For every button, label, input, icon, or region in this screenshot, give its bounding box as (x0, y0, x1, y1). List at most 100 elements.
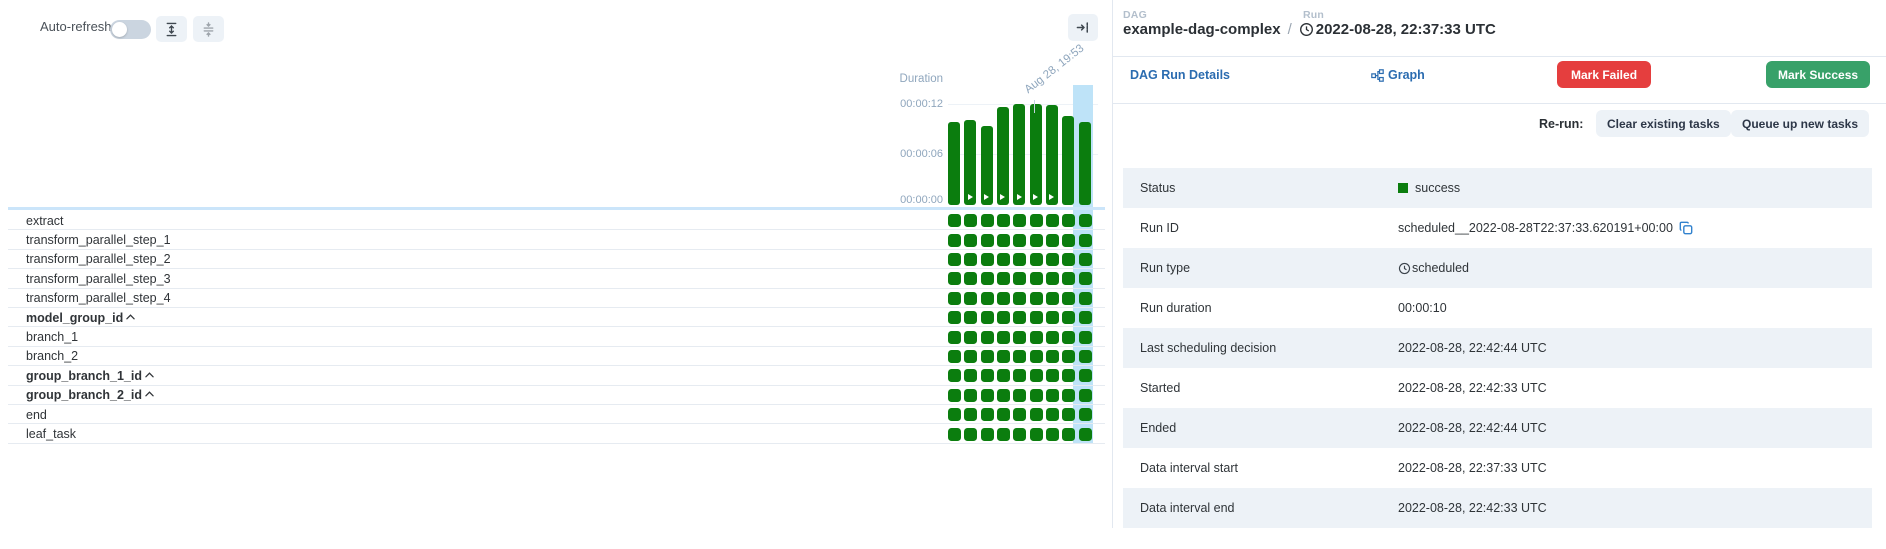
task-instance-cell[interactable] (1013, 388, 1027, 402)
task-instance-cell[interactable] (1029, 350, 1043, 363)
task-instance-cell[interactable] (1029, 272, 1043, 286)
task-instance-cell[interactable] (1029, 388, 1043, 402)
task-instance-cell[interactable] (1062, 233, 1076, 247)
task-instance-cell[interactable] (964, 214, 978, 228)
task-instance-cell[interactable] (1078, 311, 1092, 325)
task-instance-cell[interactable] (996, 369, 1010, 383)
task-instance-cell[interactable] (1045, 214, 1059, 228)
task-instance-cell[interactable] (964, 311, 978, 325)
task-instance-cell[interactable] (996, 388, 1010, 402)
task-row[interactable]: branch_2 (8, 347, 1105, 367)
task-instance-cell[interactable] (1029, 233, 1043, 247)
task-row[interactable]: transform_parallel_step_3 (8, 269, 1105, 289)
task-instance-cell[interactable] (1078, 408, 1092, 422)
task-instance-cell[interactable] (948, 233, 961, 247)
run-duration-bar[interactable] (996, 107, 1009, 205)
tab-graph[interactable]: Graph (1371, 68, 1425, 82)
task-instance-cell[interactable] (980, 330, 994, 344)
run-timestamp[interactable]: 2022-08-28, 22:37:33 UTC (1315, 21, 1496, 38)
task-instance-cell[interactable] (980, 408, 994, 422)
task-instance-cell[interactable] (1045, 388, 1059, 402)
task-instance-cell[interactable] (1045, 369, 1059, 383)
collapse-groups-button[interactable] (193, 16, 224, 42)
task-instance-cell[interactable] (996, 330, 1010, 344)
task-instance-cell[interactable] (1078, 272, 1092, 286)
task-instance-cell[interactable] (1013, 369, 1027, 383)
task-instance-cell[interactable] (1078, 350, 1092, 363)
task-instance-cell[interactable] (1062, 369, 1076, 383)
task-instance-cell[interactable] (996, 350, 1010, 363)
task-instance-cell[interactable] (1029, 369, 1043, 383)
task-row[interactable]: leaf_task (8, 424, 1105, 444)
task-row[interactable]: group_branch_1_id (8, 366, 1105, 386)
task-instance-cell[interactable] (1078, 330, 1092, 344)
task-instance-cell[interactable] (1045, 291, 1059, 305)
task-instance-cell[interactable] (1062, 350, 1076, 363)
task-instance-cell[interactable] (996, 408, 1010, 422)
task-instance-cell[interactable] (1013, 408, 1027, 422)
task-instance-cell[interactable] (1045, 233, 1059, 247)
task-instance-cell[interactable] (948, 427, 961, 441)
task-instance-cell[interactable] (980, 427, 994, 441)
tab-dag-run-details[interactable]: DAG Run Details (1130, 68, 1231, 82)
task-instance-cell[interactable] (1013, 330, 1027, 344)
task-instance-cell[interactable] (1029, 214, 1043, 228)
task-instance-cell[interactable] (980, 311, 994, 325)
copy-icon[interactable] (1679, 221, 1693, 235)
task-instance-cell[interactable] (1062, 330, 1076, 344)
task-instance-cell[interactable] (996, 311, 1010, 325)
task-instance-cell[interactable] (948, 369, 961, 383)
task-instance-cell[interactable] (1078, 291, 1092, 305)
task-instance-cell[interactable] (964, 330, 978, 344)
task-instance-cell[interactable] (1062, 291, 1076, 305)
run-duration-bar[interactable] (1045, 105, 1058, 205)
task-instance-cell[interactable] (980, 388, 994, 402)
run-duration-bar[interactable] (1013, 104, 1026, 205)
task-instance-cell[interactable] (1078, 253, 1092, 266)
task-instance-cell[interactable] (948, 311, 961, 325)
task-instance-cell[interactable] (1045, 272, 1059, 286)
task-instance-cell[interactable] (948, 330, 961, 344)
task-instance-cell[interactable] (1062, 427, 1076, 441)
task-instance-cell[interactable] (1062, 311, 1076, 325)
task-instance-cell[interactable] (1045, 427, 1059, 441)
queue-new-tasks-button[interactable]: Queue up new tasks (1731, 110, 1870, 137)
task-instance-cell[interactable] (948, 291, 961, 305)
task-instance-cell[interactable] (948, 388, 961, 402)
task-instance-cell[interactable] (948, 350, 961, 363)
task-row[interactable]: extract (8, 211, 1105, 231)
task-instance-cell[interactable] (1013, 214, 1027, 228)
task-instance-cell[interactable] (1062, 272, 1076, 286)
task-instance-cell[interactable] (1029, 253, 1043, 266)
task-instance-cell[interactable] (1013, 233, 1027, 247)
task-instance-cell[interactable] (1029, 427, 1043, 441)
task-instance-cell[interactable] (996, 291, 1010, 305)
run-duration-bar[interactable] (1078, 122, 1091, 205)
run-duration-bar[interactable] (1062, 116, 1075, 205)
task-instance-cell[interactable] (980, 233, 994, 247)
task-instance-cell[interactable] (1078, 233, 1092, 247)
task-instance-cell[interactable] (1013, 427, 1027, 441)
task-row[interactable]: end (8, 405, 1105, 425)
task-instance-cell[interactable] (980, 272, 994, 286)
task-instance-cell[interactable] (980, 214, 994, 228)
task-instance-cell[interactable] (996, 253, 1010, 266)
run-duration-bar[interactable] (1029, 104, 1042, 205)
task-instance-cell[interactable] (980, 253, 994, 266)
task-instance-cell[interactable] (1078, 388, 1092, 402)
task-instance-cell[interactable] (964, 233, 978, 247)
task-instance-cell[interactable] (1045, 253, 1059, 266)
task-instance-cell[interactable] (964, 253, 978, 266)
task-row[interactable]: branch_1 (8, 327, 1105, 347)
task-instance-cell[interactable] (1013, 311, 1027, 325)
task-instance-cell[interactable] (1013, 253, 1027, 266)
task-instance-cell[interactable] (1029, 311, 1043, 325)
task-instance-cell[interactable] (1062, 388, 1076, 402)
task-instance-cell[interactable] (964, 369, 978, 383)
task-instance-cell[interactable] (996, 427, 1010, 441)
task-instance-cell[interactable] (964, 272, 978, 286)
task-instance-cell[interactable] (1013, 272, 1027, 286)
mark-success-button[interactable]: Mark Success (1766, 61, 1871, 88)
task-instance-cell[interactable] (1062, 253, 1076, 266)
task-instance-cell[interactable] (1029, 291, 1043, 305)
